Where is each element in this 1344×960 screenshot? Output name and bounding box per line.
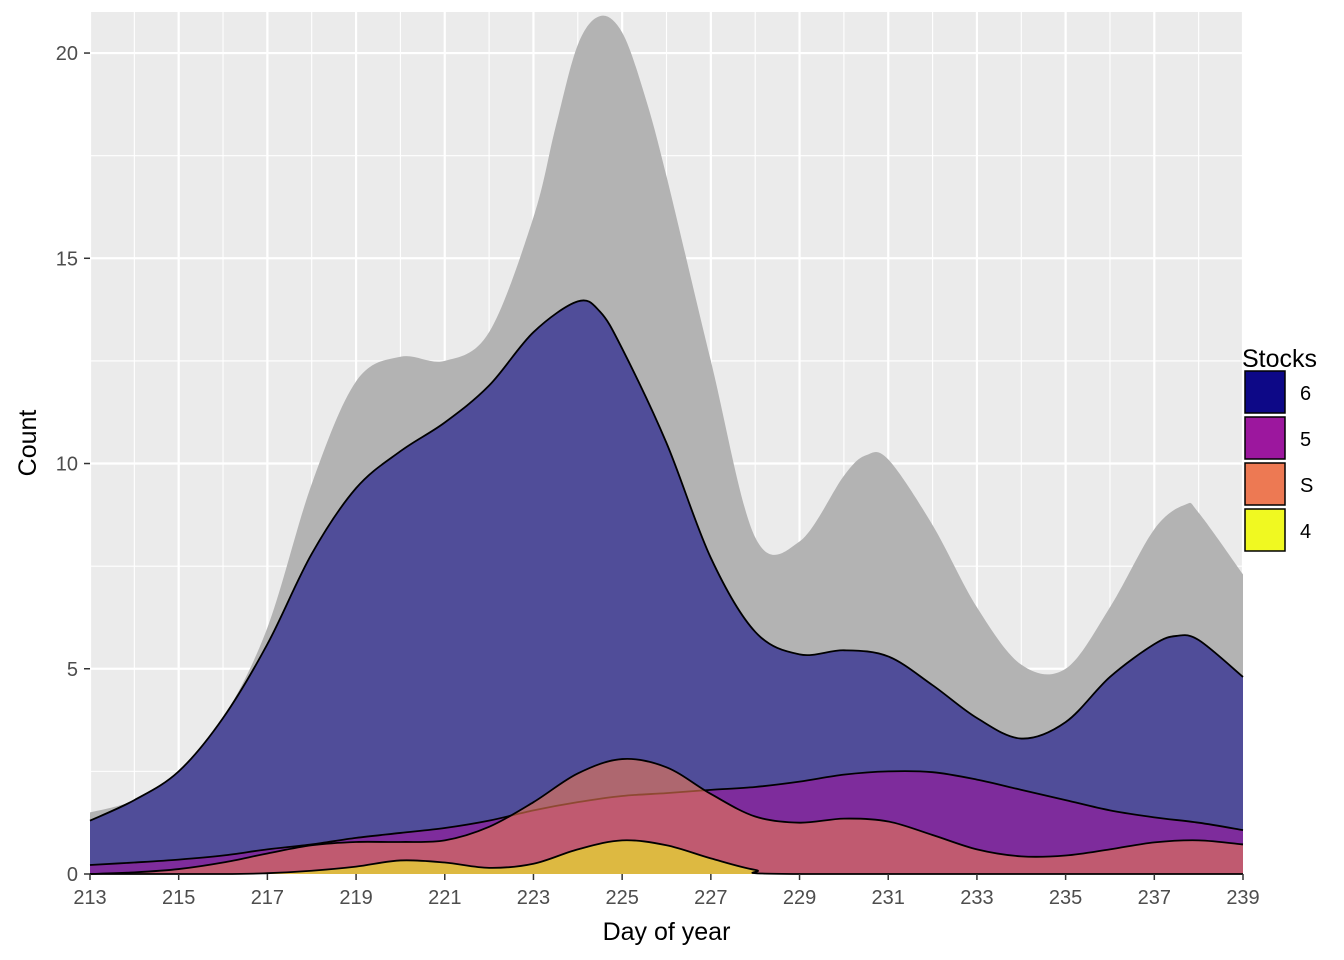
- y-tick-label: 0: [67, 864, 78, 886]
- x-tick-label: 229: [783, 887, 816, 909]
- legend: Stocks 6 5 S 4: [1242, 345, 1317, 552]
- x-tick-label: 237: [1138, 887, 1171, 909]
- y-tick-label: 10: [56, 454, 78, 476]
- legend-label-S: S: [1300, 475, 1313, 497]
- x-axis-title: Day of year: [603, 918, 731, 946]
- line-stock-4: [90, 839, 1243, 875]
- legend-key-4: [1244, 508, 1286, 552]
- x-tick-label: 227: [694, 887, 727, 909]
- x-tick-label: 213: [73, 887, 106, 909]
- x-tick-label: 239: [1226, 887, 1259, 909]
- x-tick-label: 217: [251, 887, 284, 909]
- y-axis-title: Count: [14, 410, 42, 477]
- area-series: [89, 15, 1244, 875]
- legend-title: Stocks: [1242, 345, 1317, 373]
- y-tick-label: 5: [67, 659, 78, 681]
- legend-key-5: [1244, 416, 1286, 460]
- legend-key-S: [1244, 462, 1286, 506]
- y-tick-label: 15: [56, 248, 78, 270]
- legend-label-5: 5: [1300, 429, 1311, 451]
- x-axis: 213 215 217 219 221 223 225 227 229 231 233 235 237 2…: [73, 874, 1260, 909]
- area-stock-4: [90, 840, 1243, 874]
- x-tick-label: 223: [517, 887, 550, 909]
- x-tick-label: 225: [605, 887, 638, 909]
- legend-label-6: 6: [1300, 383, 1311, 405]
- line-stock-S: [89, 757, 1244, 875]
- area-stock-S: [90, 758, 1243, 874]
- legend-label-4: 4: [1300, 521, 1311, 543]
- x-tick-label: 233: [960, 887, 993, 909]
- x-tick-label: 219: [339, 887, 372, 909]
- line-stock-6: [89, 299, 1244, 822]
- y-axis: 0 5 10 15 20: [56, 43, 90, 886]
- x-tick-label: 215: [162, 887, 195, 909]
- x-tick-label: 235: [1049, 887, 1082, 909]
- x-tick-label: 231: [872, 887, 905, 909]
- area-stock-6: [90, 300, 1243, 875]
- y-tick-label: 20: [56, 43, 78, 65]
- legend-key-6: [1244, 370, 1286, 414]
- x-tick-label: 221: [428, 887, 461, 909]
